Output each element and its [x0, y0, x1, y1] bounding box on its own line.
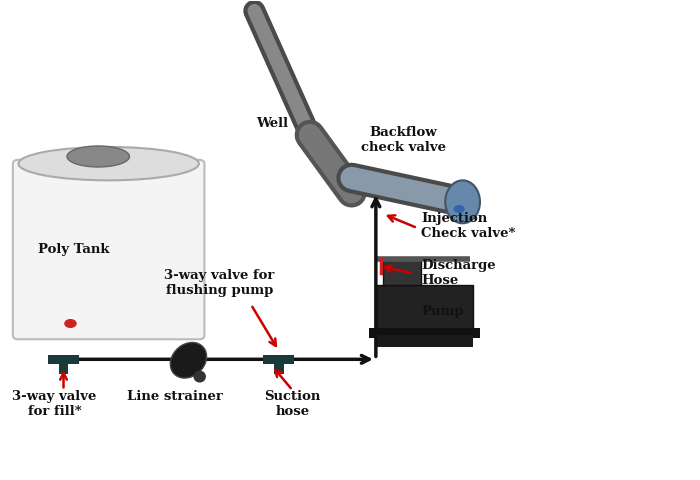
Text: Backflow
check valve: Backflow check valve [361, 126, 446, 154]
Bar [369, 328, 480, 338]
Circle shape [454, 205, 464, 212]
Text: Injection
Check valve*: Injection Check valve* [421, 212, 515, 240]
Bar [383, 259, 421, 285]
FancyBboxPatch shape [13, 160, 204, 339]
Text: Poly Tank: Poly Tank [38, 243, 110, 256]
Circle shape [65, 320, 76, 327]
Bar [274, 360, 284, 373]
Ellipse shape [170, 342, 206, 378]
Bar [376, 285, 473, 331]
Text: Pump: Pump [421, 305, 463, 318]
Bar [263, 355, 294, 364]
Text: Line strainer: Line strainer [127, 390, 223, 403]
Ellipse shape [18, 147, 199, 180]
Text: Suction
hose: Suction hose [265, 390, 321, 419]
Text: 3-way valve for
flushing pump: 3-way valve for flushing pump [164, 269, 275, 297]
Text: Well: Well [256, 117, 288, 130]
Bar [48, 355, 79, 364]
Text: Discharge
Hose: Discharge Hose [421, 259, 496, 288]
Bar [59, 360, 69, 373]
Ellipse shape [193, 371, 206, 383]
Ellipse shape [445, 180, 480, 223]
Bar [376, 336, 473, 348]
Ellipse shape [67, 146, 130, 167]
Text: 3-way valve
for fill*: 3-way valve for fill* [13, 390, 97, 419]
